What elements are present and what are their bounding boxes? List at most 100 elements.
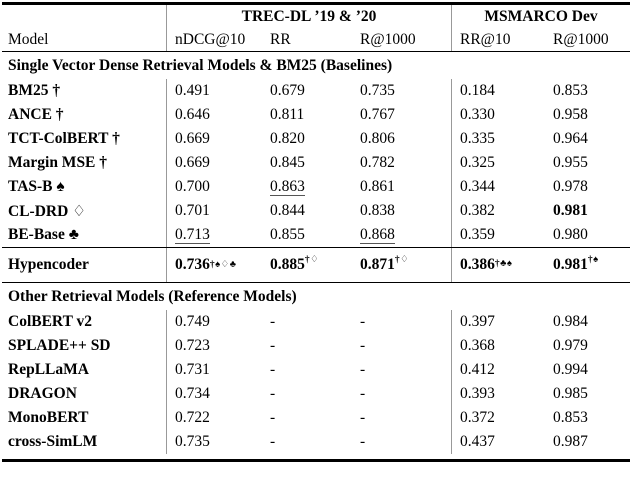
metric-value-cell: 0.749: [166, 310, 262, 334]
metric-value: 0.735: [175, 433, 210, 450]
metric-value-cell: 0.359: [451, 223, 545, 247]
metric-value: -: [360, 313, 366, 330]
metric-value-cell: 0.397: [451, 310, 545, 334]
metric-value: 0.845: [270, 154, 305, 171]
metric-value-cell: 0.701: [166, 199, 262, 223]
metric-value-cell: 0.978: [545, 178, 630, 196]
metric-value: 0.981: [553, 256, 588, 274]
metric-value: 0.978: [553, 178, 588, 195]
metric-value-cell: 0.731: [166, 358, 262, 382]
metric-value-cell: 0.820: [262, 130, 352, 148]
metric-value-cell: 0.734: [166, 382, 262, 406]
table-row: Hypencoder 0.736 †♠♢♣ 0.885†♢ 0.871†♢ 0.386 †♣…: [2, 248, 630, 282]
metric-value: 0.437: [460, 433, 495, 450]
metric-value-cell: 0.955: [545, 154, 630, 172]
metric-value-cell: 0.368: [451, 334, 545, 358]
metric-value-cell: 0.669: [166, 151, 262, 175]
metric-value-cell: 0.987: [545, 433, 630, 451]
metric-value-cell: 0.979: [545, 337, 630, 355]
metric-value-cell: 0.844: [262, 202, 352, 220]
metric-value: 0.994: [553, 361, 588, 378]
metric-value-cell: -: [262, 361, 352, 379]
column-group-trec-dl: TREC-DL ’19 & ’20: [166, 5, 451, 28]
table-row: BM25 † 0.491 0.679 0.735 0.184 0.853: [2, 79, 630, 103]
metric-value: 0.713: [175, 225, 210, 245]
metric-value-cell: 0.412: [451, 358, 545, 382]
metric-value-cell: 0.491: [166, 79, 262, 103]
metric-value: -: [270, 385, 276, 402]
table-row: MonoBERT 0.722 - - 0.372 0.853: [2, 406, 630, 430]
metric-value: 0.382: [460, 202, 495, 219]
metric-value: -: [270, 337, 276, 354]
metric-value-cell: -: [352, 433, 451, 451]
section-header: Other Retrieval Models (Reference Models…: [8, 287, 297, 305]
metric-value: 0.723: [175, 337, 210, 354]
metric-value: 0.871: [360, 256, 395, 274]
metric-value: -: [270, 361, 276, 378]
metric-value-cell: -: [262, 433, 352, 451]
model-name-cell: DRAGON: [8, 385, 77, 402]
metric-value-cell: 0.980: [545, 226, 630, 244]
metric-value-cell: 0.722: [166, 406, 262, 430]
col-header-rr10: RR@10: [451, 28, 545, 51]
metric-value-cell: 0.330: [451, 103, 545, 127]
model-name-cell: RepLLaMA: [8, 361, 89, 378]
metric-value: 0.811: [270, 106, 305, 123]
metric-value-cell: 0.855: [262, 226, 352, 244]
metric-value-cell: -: [262, 385, 352, 403]
table-header: TREC-DL ’19 & ’20 MSMARCO Dev Model nDCG…: [2, 5, 630, 52]
metric-value-cell: 0.735: [352, 82, 451, 100]
metric-value: 0.861: [360, 178, 395, 195]
metric-value: 0.987: [553, 433, 588, 450]
model-name-cell: TAS-B ♠: [8, 178, 65, 195]
metric-value-cell: 0.344: [451, 175, 545, 199]
metric-value: 0.855: [270, 226, 305, 243]
model-name-cell: ANCE †: [8, 106, 64, 123]
model-name-cell: cross-SimLM: [8, 433, 98, 450]
header-group-row: TREC-DL ’19 & ’20 MSMARCO Dev: [2, 5, 630, 28]
metric-value: -: [360, 433, 366, 450]
metric-value: 0.767: [360, 106, 395, 123]
metric-value: 0.979: [553, 337, 588, 354]
col-header-ndcg10: nDCG@10: [166, 28, 262, 51]
metric-value: 0.985: [553, 385, 588, 402]
table-row: CL-DRD ♢ 0.701 0.844 0.838 0.382 0.981: [2, 199, 630, 223]
metric-value-cell: 0.806: [352, 130, 451, 148]
metric-value-cell: 0.700: [166, 175, 262, 199]
metric-value: 0.806: [360, 130, 395, 147]
metric-value-cell: 0.184: [451, 79, 545, 103]
metric-value: 0.335: [460, 130, 495, 147]
metric-value: 0.701: [175, 202, 210, 219]
model-name-cell: ColBERT v2: [8, 313, 93, 330]
col-header-r1000-msmarco: R@1000: [553, 30, 609, 48]
metric-value-cell: -: [352, 409, 451, 427]
metric-value-cell: 0.372: [451, 406, 545, 430]
table-row: cross-SimLM 0.735 - - 0.437 0.987: [2, 430, 630, 454]
metric-value: 0.646: [175, 106, 210, 123]
metric-value-cell: 0.984: [545, 313, 630, 331]
metric-value: 0.330: [460, 106, 495, 123]
model-name-cell: BM25 †: [8, 82, 61, 99]
metric-value: 0.885: [270, 256, 305, 274]
metric-value: -: [360, 361, 366, 378]
metric-value: 0.958: [553, 106, 588, 123]
metric-value: 0.368: [460, 337, 495, 354]
table-row: DRAGON 0.734 - - 0.393 0.985: [2, 382, 630, 406]
table-row: ANCE † 0.646 0.811 0.767 0.330 0.958: [2, 103, 630, 127]
metric-value: 0.844: [270, 202, 305, 219]
metric-value-cell: 0.382: [451, 199, 545, 223]
metric-value: 0.397: [460, 313, 495, 330]
metric-value-cell: 0.437: [451, 430, 545, 454]
model-name-cell: Margin MSE †: [8, 154, 108, 171]
model-name-cell: Hypencoder: [8, 256, 89, 273]
metric-value: 0.838: [360, 202, 395, 219]
metric-value: 0.820: [270, 130, 305, 147]
metric-value: -: [360, 409, 366, 426]
metric-value-cell: 0.767: [352, 106, 451, 124]
metric-value-cell: -: [352, 337, 451, 355]
metric-value: 0.853: [553, 409, 588, 426]
metric-value-cell: 0.981†♠: [545, 255, 630, 274]
metric-value: 0.393: [460, 385, 495, 402]
metric-value: -: [270, 409, 276, 426]
